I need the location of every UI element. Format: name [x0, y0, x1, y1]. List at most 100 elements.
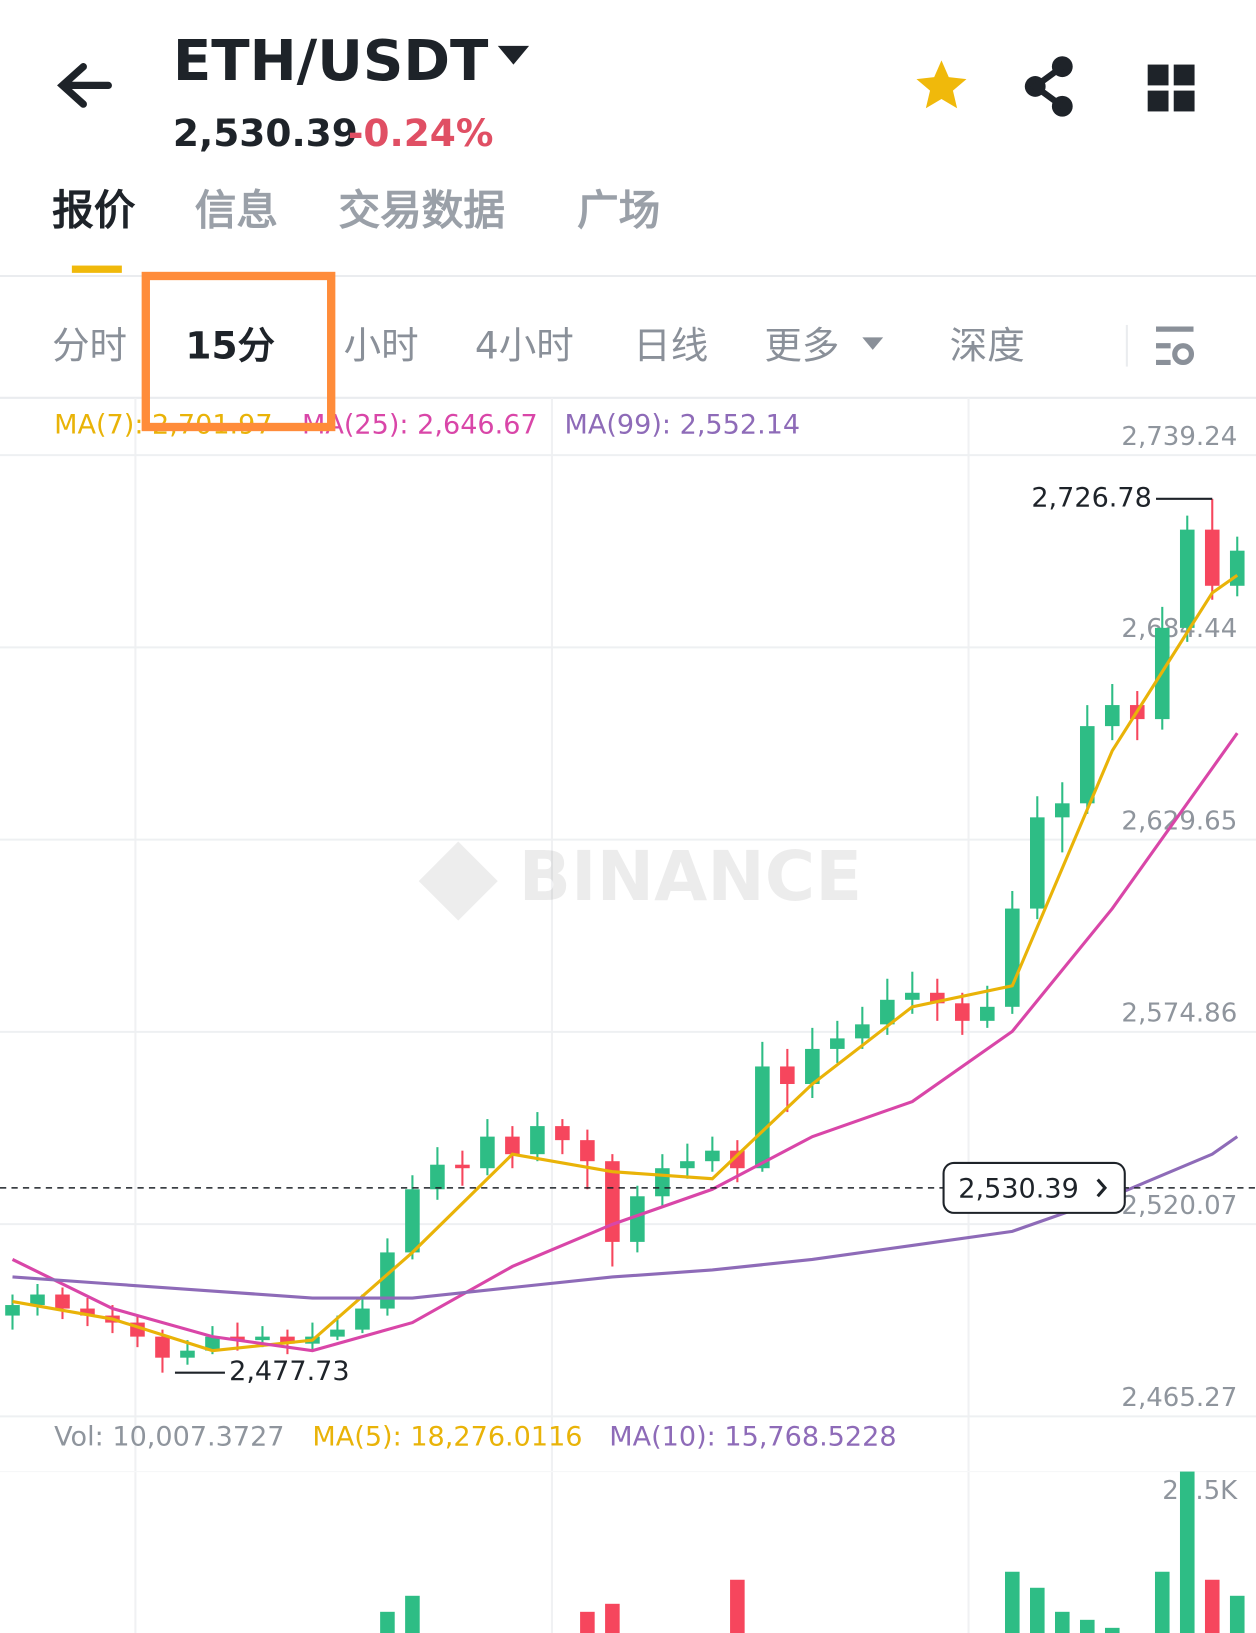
interval[interactable]: 分时	[52, 323, 127, 367]
volume-bar	[1229, 1595, 1245, 1633]
candle-body	[405, 1189, 420, 1253]
candle-body	[5, 1305, 20, 1316]
interval-active[interactable]: 15分	[185, 323, 275, 367]
candle-body	[355, 1308, 370, 1330]
volume-bar	[580, 1611, 595, 1633]
candle-body	[280, 1336, 295, 1344]
vol-legend: MA(5): 18,276.0116	[312, 1422, 582, 1453]
candle-body	[905, 992, 920, 1000]
candle-body	[580, 1140, 595, 1162]
last-price-tag[interactable]	[942, 1161, 1126, 1214]
interval[interactable]: 更多	[764, 323, 839, 367]
candle-body	[930, 992, 945, 1004]
candle-body	[755, 1066, 770, 1169]
pair-title[interactable]: ETH/USDT	[173, 29, 489, 94]
volume-bar	[1079, 1619, 1095, 1633]
candle-body	[980, 1006, 995, 1021]
ma-line	[12, 1135, 1239, 1300]
tab[interactable]: 广场	[577, 185, 660, 234]
highlight-box	[141, 271, 336, 432]
ma-legend: MA(99): 2,552.14	[564, 409, 800, 440]
candle-body	[480, 1136, 495, 1169]
candle-body	[155, 1336, 170, 1358]
candle-body	[55, 1294, 70, 1309]
tab[interactable]: 交易数据	[338, 185, 505, 234]
ma-line	[11, 732, 1239, 1353]
candle-body	[430, 1164, 445, 1190]
last-price-label: 2,530.39	[958, 1173, 1079, 1204]
volume-bar	[1054, 1611, 1070, 1633]
candle-body	[855, 1024, 870, 1039]
candle-body	[255, 1336, 270, 1341]
y-tick-label: 2,684.44	[1121, 614, 1237, 644]
volume-bar	[1030, 1587, 1045, 1633]
price-change: -0.24%	[348, 111, 494, 155]
interval[interactable]: 小时	[344, 323, 419, 367]
candle-body	[655, 1168, 670, 1197]
candle-body	[705, 1150, 720, 1162]
candle-body	[455, 1164, 470, 1169]
tab-indicator	[71, 265, 122, 273]
candle-body	[955, 1003, 970, 1021]
candle-body	[1030, 817, 1045, 909]
y-tick-label: 2,739.24	[1121, 422, 1237, 452]
volume-bar	[730, 1579, 745, 1633]
volume-bar	[1179, 1471, 1195, 1633]
y-tick-label: 2,520.07	[1121, 1191, 1237, 1221]
candle-body	[880, 999, 895, 1025]
volume-bar	[605, 1603, 620, 1633]
vol-legend: Vol: 10,007.3727	[54, 1422, 284, 1453]
pair-dropdown[interactable]	[497, 45, 530, 65]
ma-legend: MA(25): 2,646.67	[302, 409, 538, 440]
tab[interactable]: 信息	[195, 185, 278, 234]
volume-bar	[1005, 1571, 1020, 1633]
candle-body	[1179, 529, 1195, 628]
y-tick-label: 2,465.27	[1121, 1383, 1237, 1413]
back-button[interactable]	[57, 63, 112, 108]
settings-icon[interactable]	[1156, 326, 1195, 366]
volume-bar	[380, 1611, 395, 1633]
vol-legend: MA(10): 15,768.5228	[609, 1422, 896, 1453]
ma-line	[12, 573, 1239, 1353]
vol-tick-label: 29.5K	[1162, 1476, 1238, 1506]
last-price: 2,530.39	[173, 111, 358, 155]
candle-body	[805, 1048, 820, 1085]
interval[interactable]: 深度	[950, 323, 1025, 367]
watermark: BINANCE	[418, 837, 863, 921]
tab[interactable]: 报价	[52, 185, 136, 234]
grid-menu[interactable]	[1147, 64, 1195, 112]
volume-bar	[1204, 1579, 1220, 1633]
low-label: 2,477.73	[229, 1356, 350, 1387]
tag-arrow	[1096, 1178, 1108, 1198]
candle-body	[1204, 529, 1220, 586]
candle-body	[180, 1350, 195, 1358]
candle-body	[630, 1196, 645, 1242]
candle-body	[830, 1038, 845, 1049]
candle-body	[680, 1161, 695, 1169]
candle-body	[780, 1066, 795, 1085]
interval[interactable]: 日线	[633, 323, 708, 367]
candle-body	[30, 1294, 45, 1306]
candle-body	[380, 1252, 395, 1309]
volume-bar	[1104, 1627, 1120, 1633]
candle-body	[1079, 726, 1095, 804]
share-button[interactable]	[1024, 56, 1073, 117]
candle-body	[1104, 705, 1120, 727]
candle-body	[730, 1150, 745, 1169]
candle-body	[330, 1329, 345, 1337]
candle-body	[555, 1126, 570, 1141]
candle-body	[1054, 803, 1070, 818]
more-arrow	[862, 337, 884, 350]
volume-bar	[1154, 1571, 1170, 1633]
interval[interactable]: 4小时	[475, 323, 574, 367]
favorite-star[interactable]	[916, 60, 967, 109]
candle-body	[230, 1336, 245, 1341]
high-label: 2,726.78	[1031, 482, 1152, 513]
candle-body	[205, 1336, 220, 1351]
candle-body	[505, 1136, 520, 1155]
watermark-text: BINANCE	[519, 837, 863, 917]
candle-body	[80, 1308, 95, 1316]
volume-bar	[405, 1595, 420, 1633]
y-tick-label: 2,574.86	[1121, 999, 1237, 1029]
